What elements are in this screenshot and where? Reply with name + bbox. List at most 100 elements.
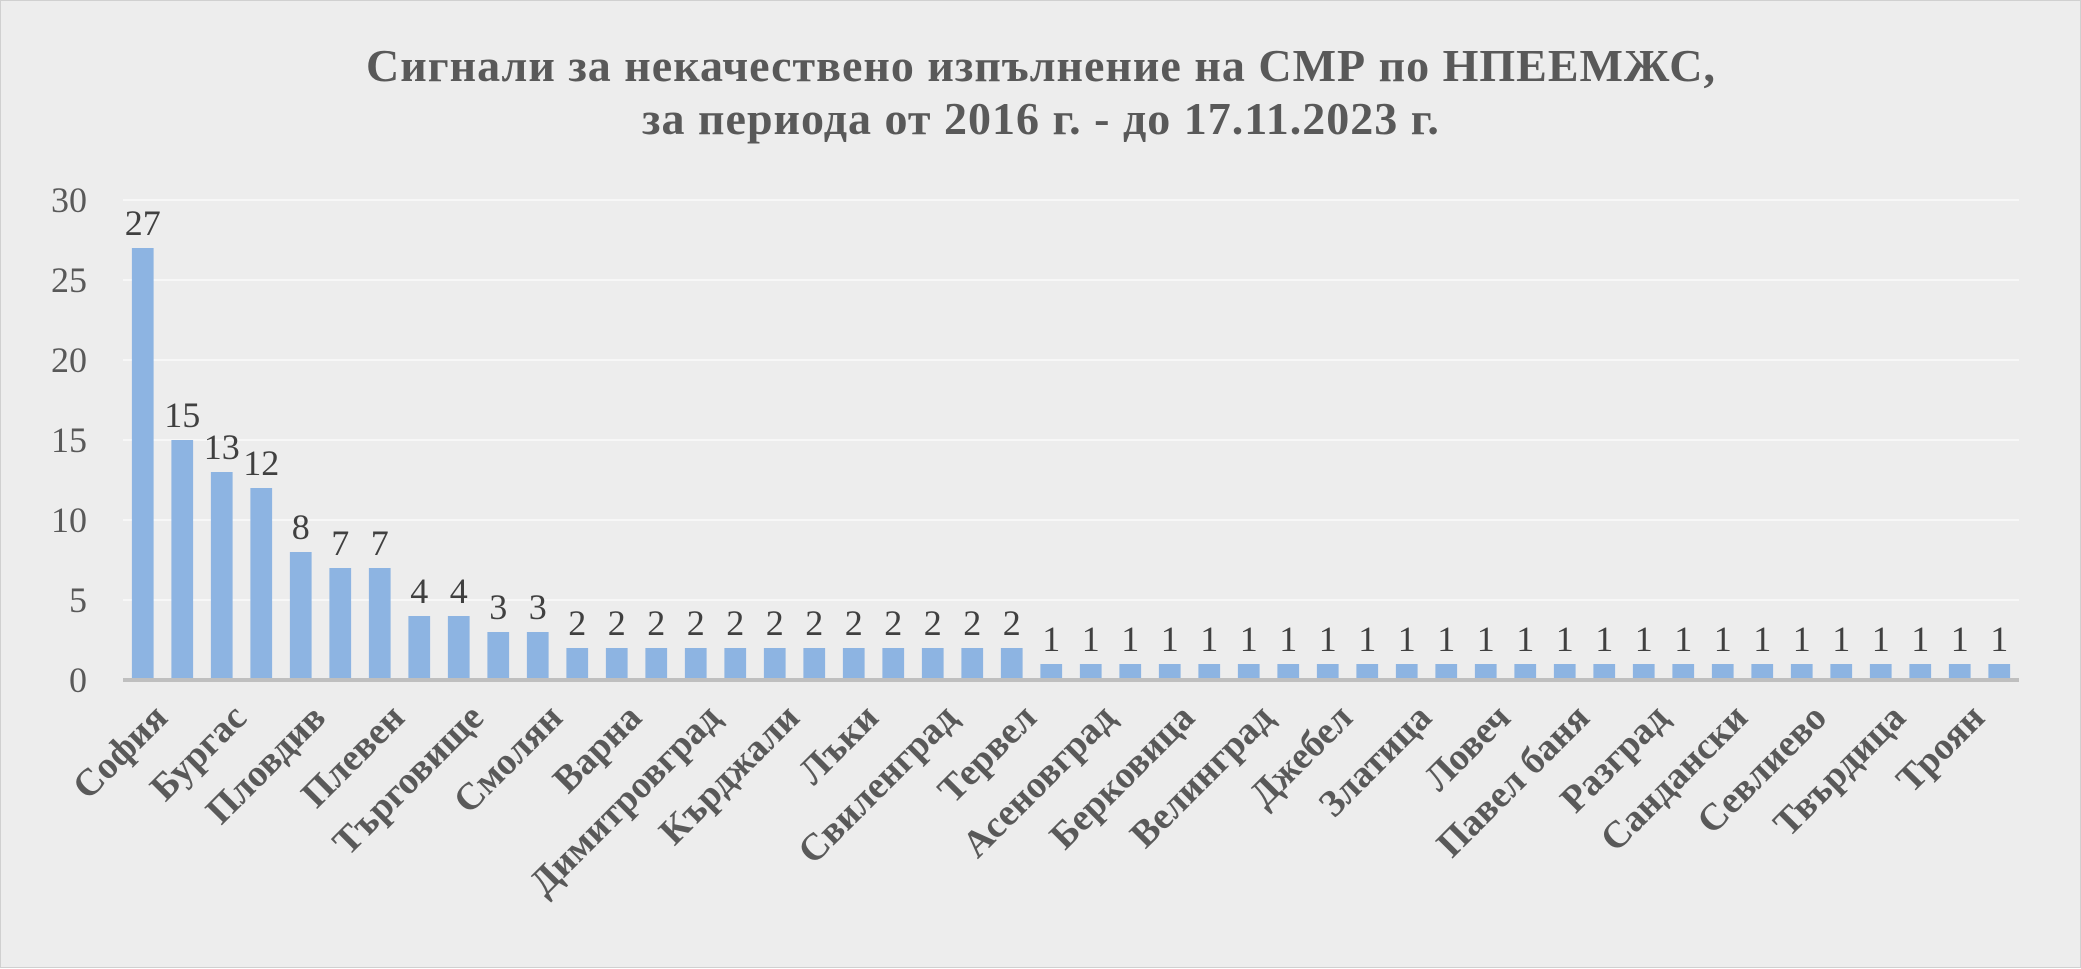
bar bbox=[1198, 664, 1221, 680]
data-label: 1 bbox=[1556, 619, 1574, 659]
bar bbox=[803, 648, 826, 680]
data-label: 1 bbox=[1319, 619, 1337, 659]
data-label: 2 bbox=[726, 603, 744, 643]
bar bbox=[250, 488, 273, 680]
bar bbox=[882, 648, 905, 680]
bar bbox=[1435, 664, 1458, 680]
data-label: 1 bbox=[1516, 619, 1534, 659]
data-label: 1 bbox=[1990, 619, 2008, 659]
y-tick-label: 10 bbox=[51, 500, 87, 540]
data-label: 1 bbox=[1793, 619, 1811, 659]
data-label: 2 bbox=[884, 603, 902, 643]
bar bbox=[487, 632, 510, 680]
data-label: 1 bbox=[1200, 619, 1218, 659]
bar bbox=[1000, 648, 1023, 680]
bar bbox=[1237, 664, 1260, 680]
bar bbox=[329, 568, 352, 680]
chart-title: Сигнали за некачествено изпълнение на СМ… bbox=[366, 40, 1716, 91]
y-tick-label: 0 bbox=[69, 660, 87, 700]
bar bbox=[645, 648, 668, 680]
data-label: 2 bbox=[1003, 603, 1021, 643]
bar bbox=[605, 648, 628, 680]
data-label: 1 bbox=[1595, 619, 1613, 659]
data-label: 1 bbox=[1398, 619, 1416, 659]
data-label: 2 bbox=[805, 603, 823, 643]
bar bbox=[1119, 664, 1142, 680]
bar bbox=[1514, 664, 1537, 680]
data-label: 1 bbox=[1951, 619, 1969, 659]
bar bbox=[289, 552, 312, 680]
y-tick-label: 5 bbox=[69, 580, 87, 620]
bar bbox=[171, 440, 194, 680]
y-tick-label: 20 bbox=[51, 340, 87, 380]
bar bbox=[724, 648, 747, 680]
bar bbox=[1909, 664, 1932, 680]
bar bbox=[131, 248, 154, 680]
data-label: 1 bbox=[1832, 619, 1850, 659]
data-label: 2 bbox=[845, 603, 863, 643]
bar bbox=[368, 568, 391, 680]
data-label: 1 bbox=[1358, 619, 1376, 659]
data-label: 1 bbox=[1911, 619, 1929, 659]
bar bbox=[1632, 664, 1655, 680]
data-label: 2 bbox=[647, 603, 665, 643]
data-label: 1 bbox=[1082, 619, 1100, 659]
bar bbox=[1593, 664, 1616, 680]
data-label: 1 bbox=[1753, 619, 1771, 659]
bar bbox=[1079, 664, 1102, 680]
bar bbox=[1830, 664, 1853, 680]
data-label: 1 bbox=[1240, 619, 1258, 659]
bar bbox=[1711, 664, 1734, 680]
data-label: 2 bbox=[963, 603, 981, 643]
data-label: 2 bbox=[568, 603, 586, 643]
bars bbox=[131, 248, 2011, 680]
data-label: 8 bbox=[292, 507, 310, 547]
data-label: 7 bbox=[371, 523, 389, 563]
data-label: 1 bbox=[1279, 619, 1297, 659]
data-label: 1 bbox=[1437, 619, 1455, 659]
data-label: 3 bbox=[529, 587, 547, 627]
bar bbox=[1790, 664, 1813, 680]
data-label: 1 bbox=[1714, 619, 1732, 659]
bar bbox=[1869, 664, 1892, 680]
bar bbox=[1395, 664, 1418, 680]
data-label: 2 bbox=[924, 603, 942, 643]
data-label: 4 bbox=[450, 571, 468, 611]
y-tick-label: 25 bbox=[51, 260, 87, 300]
bar bbox=[210, 472, 233, 680]
y-tick-label: 15 bbox=[51, 420, 87, 460]
bar bbox=[1316, 664, 1339, 680]
bar bbox=[1356, 664, 1379, 680]
data-label: 1 bbox=[1161, 619, 1179, 659]
data-label: 1 bbox=[1121, 619, 1139, 659]
bar bbox=[684, 648, 707, 680]
bar bbox=[921, 648, 944, 680]
data-label: 2 bbox=[687, 603, 705, 643]
bar bbox=[1474, 664, 1497, 680]
bar bbox=[526, 632, 549, 680]
bar bbox=[1158, 664, 1181, 680]
data-label: 1 bbox=[1872, 619, 1890, 659]
bar bbox=[1988, 664, 2011, 680]
bar bbox=[1553, 664, 1576, 680]
data-label: 27 bbox=[125, 203, 161, 243]
data-label: 3 bbox=[489, 587, 507, 627]
bar bbox=[1672, 664, 1695, 680]
bar bbox=[566, 648, 589, 680]
bar bbox=[1277, 664, 1300, 680]
bar bbox=[408, 616, 431, 680]
bar bbox=[961, 648, 984, 680]
bar bbox=[842, 648, 865, 680]
bar bbox=[763, 648, 786, 680]
y-axis-tick-labels: 0 5 10 15 20 25 30 bbox=[51, 180, 87, 700]
data-label: 12 bbox=[243, 443, 279, 483]
bar bbox=[1751, 664, 1774, 680]
data-label: 1 bbox=[1042, 619, 1060, 659]
y-tick-label: 30 bbox=[51, 180, 87, 220]
data-label: 1 bbox=[1477, 619, 1495, 659]
bar bbox=[447, 616, 470, 680]
data-label: 15 bbox=[164, 395, 200, 435]
